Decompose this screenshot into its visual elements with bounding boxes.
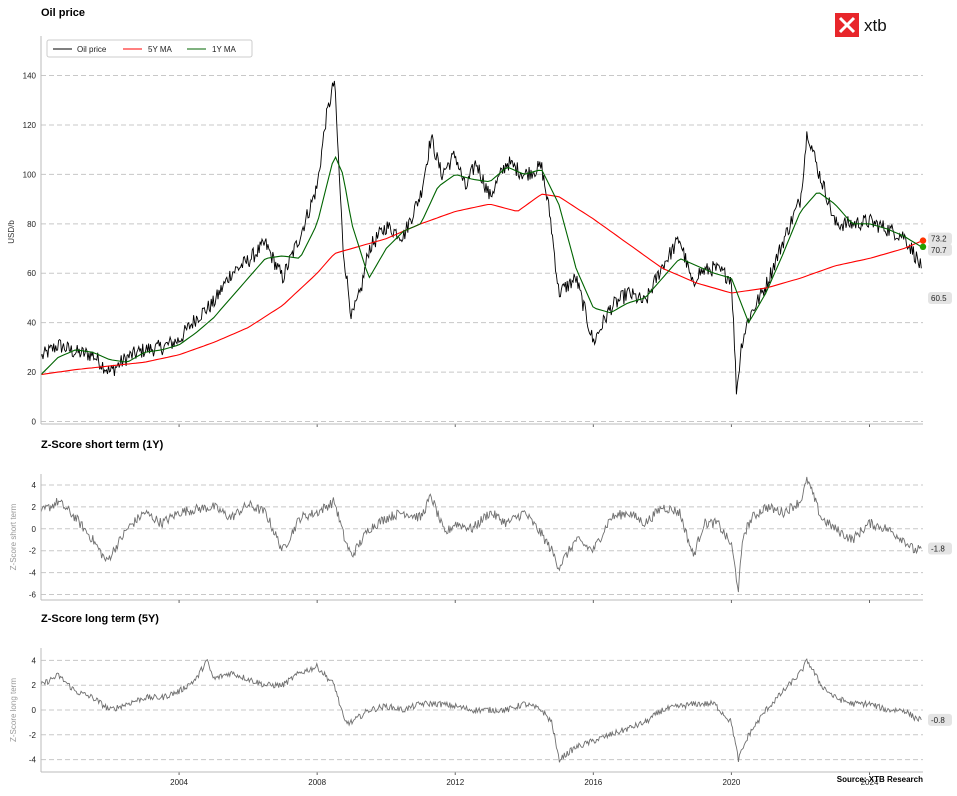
- legend-label-5y: 5Y MA: [148, 45, 173, 54]
- panel-2-grid: [41, 484, 923, 596]
- y-tick-label: 100: [23, 170, 37, 179]
- series-line-ma5: [40, 193, 922, 376]
- panel-2-ylabel: Z-Score short term: [9, 503, 18, 570]
- legend: Oil price 5Y MA 1Y MA: [46, 39, 253, 58]
- end-marker-ma1: [919, 243, 927, 251]
- panel-2-x-ticks: [178, 600, 870, 603]
- end-label-box-ma5: [928, 232, 952, 245]
- x-tick-label: 2020: [723, 778, 741, 787]
- y-tick-label: 0: [32, 418, 37, 427]
- logo-text: xtb: [864, 16, 887, 35]
- panel-3-ylabel: Z-Score long term: [9, 678, 18, 742]
- xtb-logo: xtb: [835, 13, 887, 37]
- logo-x-icon: [838, 16, 856, 34]
- y-tick-label: 60: [27, 269, 36, 278]
- y-tick-label: 20: [27, 368, 36, 377]
- y-tick-label: -6: [29, 591, 37, 600]
- y-tick-label: -4: [29, 569, 37, 578]
- end-label-z5: -0.8: [931, 716, 945, 725]
- panel-3-y-ticks: -4 -2 0 2 4: [29, 656, 37, 764]
- panel-3-series: [40, 658, 922, 763]
- panel-1-title: Oil price: [41, 7, 85, 19]
- end-label-oil: 60.5: [931, 294, 947, 303]
- y-tick-label: 4: [32, 656, 37, 665]
- panel-2-y-ticks: -6 -4 -2 0 2 4: [29, 481, 37, 600]
- source-note: Source: XTB Research: [837, 775, 923, 784]
- legend-box: [46, 39, 253, 58]
- end-label-ma1: 70.7: [931, 246, 947, 255]
- panel-2-title: Z-Score short term (1Y): [41, 439, 164, 451]
- legend-label-1y: 1Y MA: [212, 45, 237, 54]
- end-marker-ma5: [919, 237, 927, 244]
- y-tick-label: 120: [23, 121, 37, 130]
- panel-1-series: [40, 80, 922, 395]
- y-tick-label: -2: [29, 731, 37, 740]
- end-label-box-ma1: [928, 243, 952, 256]
- panel-3-title: Z-Score long term (5Y): [41, 613, 159, 625]
- x-tick-label: 2012: [446, 778, 464, 787]
- panel-1-end-labels: 73.2 70.7 60.5: [919, 232, 952, 305]
- y-tick-label: 40: [27, 319, 36, 328]
- panel-2-series: [40, 476, 922, 593]
- end-label-z1: -1.8: [931, 545, 945, 554]
- panel-1-ylabel: USD/b: [7, 220, 16, 244]
- x-tick-label: 2004: [170, 778, 188, 787]
- y-tick-label: 4: [32, 481, 37, 490]
- end-label-box-oil: [928, 292, 952, 305]
- y-tick-label: 0: [32, 525, 37, 534]
- x-tick-label: 2008: [308, 778, 326, 787]
- end-label-ma5: 73.2: [931, 235, 947, 244]
- panel-1-y-ticks: 0 20 40 60 80 100 120 140: [23, 72, 37, 427]
- y-tick-label: 140: [23, 72, 37, 81]
- panel-1-grid: [41, 75, 923, 423]
- y-tick-label: -4: [29, 756, 37, 765]
- y-tick-label: 0: [32, 706, 37, 715]
- x-tick-label: 2024: [861, 778, 879, 787]
- panel-3-x-ticks: 2004 2008 2012 2016 2020 2024: [170, 772, 879, 787]
- panel-3-grid: [41, 659, 923, 761]
- x-tick-label: 2016: [584, 778, 602, 787]
- y-tick-label: -2: [29, 547, 37, 556]
- series-line-z1: [40, 476, 922, 593]
- panel-2-end-labels: -1.8: [928, 542, 952, 555]
- y-tick-label: 2: [32, 503, 37, 512]
- y-tick-label: 80: [27, 220, 36, 229]
- series-line-ma1: [40, 155, 922, 375]
- end-label-box-z1: [928, 542, 952, 555]
- legend-label-oil: Oil price: [77, 45, 107, 54]
- series-line-z5: [40, 658, 922, 763]
- end-label-box-z5: [928, 713, 952, 726]
- series-line-oil: [40, 80, 922, 395]
- panel-3-end-labels: -0.8: [928, 713, 952, 726]
- y-tick-label: 2: [32, 681, 37, 690]
